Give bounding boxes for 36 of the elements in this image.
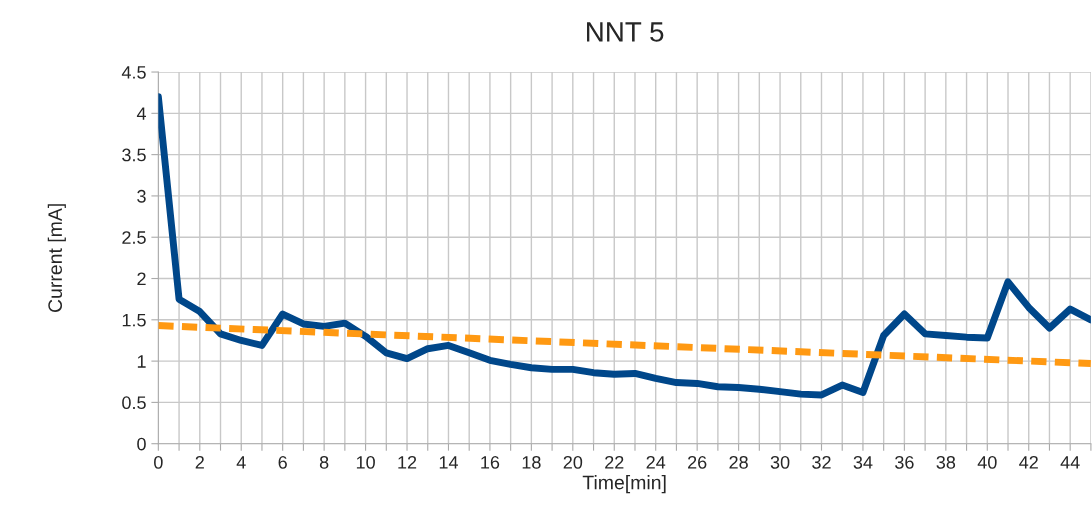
y-tick-label: 0.5 [122,396,146,410]
x-tick-label: 18 [522,455,541,469]
x-tick-label: 26 [688,455,707,469]
y-tick-label: 2.5 [122,231,146,244]
x-tick-label: 0 [154,455,163,469]
x-tick-label: 24 [646,455,666,469]
x-tick-label: 4 [236,456,246,469]
x-tick-label: 12 [398,455,417,469]
x-tick-label: 38 [936,455,956,469]
y-tick-label: 1.5 [122,313,146,327]
x-tick-label: 6 [278,455,287,469]
x-tick-label: 42 [1019,455,1038,469]
y-tick-label: 2 [137,272,146,286]
x-tick-label: 32 [812,455,831,469]
x-tick-label: 44 [1060,456,1080,469]
y-axis-title: Current [mA] [47,204,66,312]
y-tick-label: 3 [137,189,146,203]
x-tick-label: 40 [977,455,997,469]
chart-title: NNT 5 [587,22,664,42]
y-tick-label: 1 [137,355,146,368]
y-tick-label: 0 [137,437,146,451]
x-tick-label: 22 [605,455,624,469]
x-axis-title: Time[min] [582,475,666,494]
x-tick-label: 16 [481,455,500,469]
x-tick-label: 14 [439,456,458,469]
y-tick-label: 3.5 [122,148,146,162]
x-tick-label: 28 [729,455,748,469]
x-tick-label: 10 [356,455,375,469]
x-tick-label: 34 [853,455,873,469]
x-tick-label: 30 [770,455,790,469]
x-tick-label: 2 [195,455,204,469]
x-tick-label: 20 [563,455,583,469]
y-tick-label: 4 [136,107,147,120]
x-tick-label: 36 [895,455,914,469]
x-tick-label: 8 [319,455,329,469]
y-tick-label: 4.5 [121,66,146,79]
